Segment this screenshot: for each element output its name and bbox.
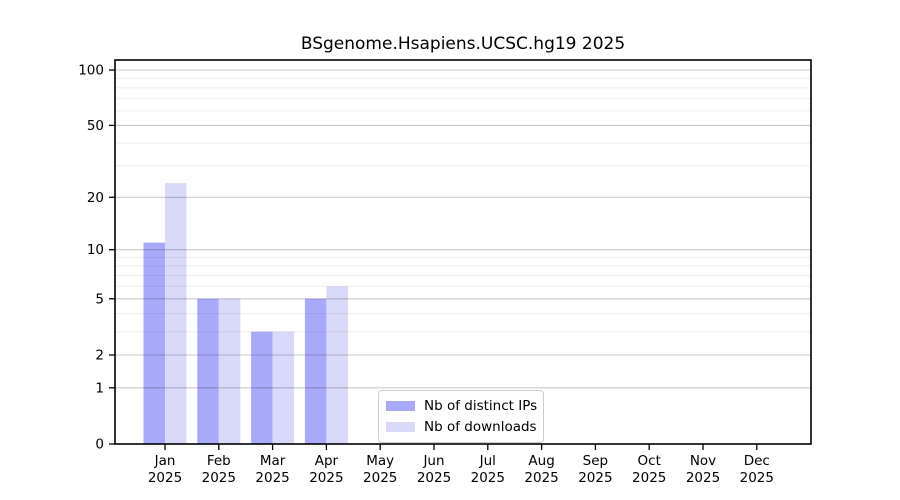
x-tick-label-apr: Apr 2025 (309, 453, 343, 486)
x-tick-label-jul: Jul 2025 (471, 453, 505, 486)
legend-swatch-distinct-ips (386, 401, 415, 411)
x-tick-label-sep: Sep 2025 (578, 453, 612, 486)
chart-title: BSgenome.Hsapiens.UCSC.hg19 2025 (300, 34, 626, 54)
legend-item-distinct-ips: Nb of distinct IPs (386, 398, 537, 414)
x-tick-label-nov: Nov 2025 (686, 453, 720, 486)
bar-feb-series1 (218, 298, 241, 444)
x-tick-label-feb: Feb 2025 (202, 453, 236, 486)
legend-swatch-downloads (386, 422, 415, 432)
bar-mar-series0 (251, 331, 273, 444)
legend: Nb of distinct IPs Nb of downloads (378, 390, 544, 443)
y-tick-label: 1 (95, 380, 104, 396)
x-tick-label-jun: Jun 2025 (417, 453, 451, 486)
x-tick-label-oct: Oct 2025 (632, 453, 666, 486)
y-tick-label: 100 (78, 63, 104, 79)
y-tick-label: 50 (87, 118, 104, 134)
bar-jan-series0 (143, 242, 165, 444)
bar-mar-series1 (272, 331, 295, 444)
x-tick-label-dec: Dec 2025 (740, 453, 774, 486)
legend-label-downloads: Nb of downloads (424, 419, 537, 435)
bar-jan-series1 (165, 183, 187, 444)
y-tick-label: 2 (95, 348, 104, 364)
bar-feb-series0 (197, 298, 219, 444)
y-tick-label: 10 (87, 242, 104, 258)
y-tick-label: 0 (95, 437, 104, 453)
legend-label-distinct-ips: Nb of distinct IPs (424, 398, 538, 414)
plot-border (114, 59, 812, 445)
y-tick-label: 20 (87, 190, 104, 206)
x-tick-label-may: May 2025 (363, 453, 397, 486)
bar-apr-series1 (326, 286, 348, 444)
x-tick-label-jan: Jan 2025 (148, 453, 182, 486)
x-tick-label-aug: Aug 2025 (524, 453, 558, 486)
x-tick-label-mar: Mar 2025 (255, 453, 289, 486)
y-tick-label: 5 (95, 291, 104, 307)
bar-apr-series0 (304, 298, 327, 444)
legend-item-downloads: Nb of downloads (386, 419, 537, 435)
